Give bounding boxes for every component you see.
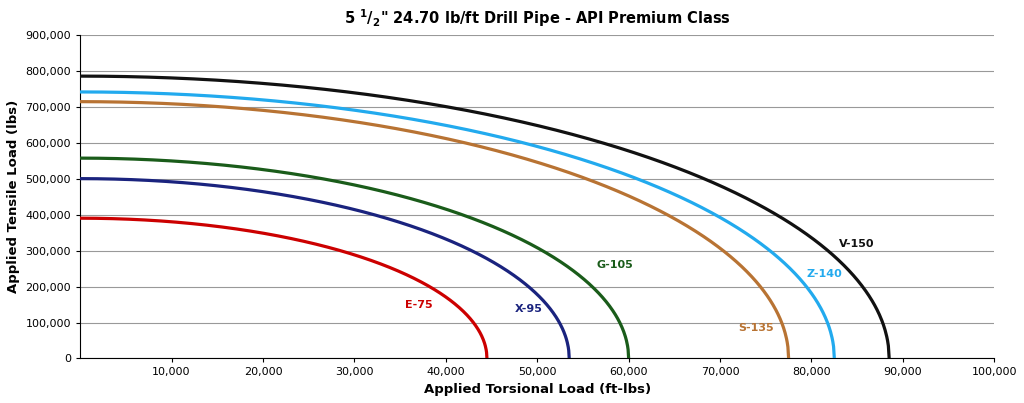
Y-axis label: Applied Tensile Load (lbs): Applied Tensile Load (lbs): [7, 100, 19, 293]
Text: V-150: V-150: [839, 239, 874, 249]
Text: X-95: X-95: [514, 304, 543, 314]
Text: Z-140: Z-140: [807, 269, 843, 279]
Title: 5 $^{\mathbf{1}}$$\mathbf{/}$$_{\mathbf{2}}$" 24.70 lb/ft Drill Pipe - API Premi: 5 $^{\mathbf{1}}$$\mathbf{/}$$_{\mathbf{…: [344, 7, 731, 29]
Text: G-105: G-105: [597, 260, 634, 270]
X-axis label: Applied Torsional Load (ft-lbs): Applied Torsional Load (ft-lbs): [424, 383, 651, 396]
Text: S-135: S-135: [738, 323, 774, 333]
Text: E-75: E-75: [404, 300, 432, 310]
